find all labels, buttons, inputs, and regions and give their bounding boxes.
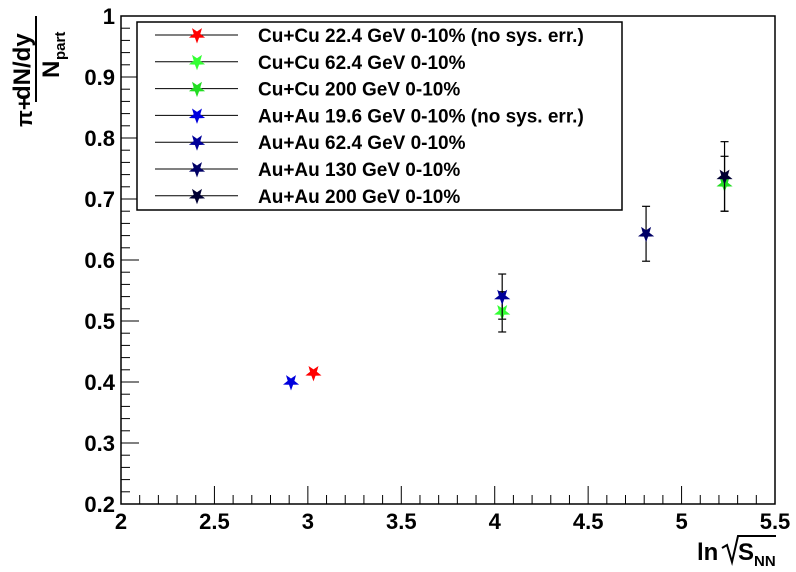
legend-label: Au+Au 62.4 GeV 0-10% xyxy=(258,133,466,154)
legend-label: Cu+Cu 22.4 GeV 0-10% (no sys. err.) xyxy=(258,26,584,47)
y-tick-label: 0.6 xyxy=(84,248,115,273)
y-tick-label: 0.2 xyxy=(84,492,115,517)
y-tick-label: 0.8 xyxy=(84,126,115,151)
x-tick-label: 5.5 xyxy=(760,509,791,534)
y-tick-label: 0.5 xyxy=(84,309,115,334)
legend: Cu+Cu 22.4 GeV 0-10% (no sys. err.) Cu+Cu… xyxy=(136,21,623,211)
y-axis-title-den-sub: part xyxy=(52,32,69,60)
x-tick-label: 3 xyxy=(302,509,314,534)
x-tick-label: 5 xyxy=(675,509,687,534)
legend-marker xyxy=(188,108,206,124)
y-tick-label: 0.9 xyxy=(84,65,115,90)
y-tick-label: 0.3 xyxy=(84,431,115,456)
legend-label: Au+Au 200 GeV 0-10% xyxy=(258,187,460,208)
y-axis-title-num: dN/dy xyxy=(9,33,36,100)
data-point xyxy=(638,226,655,243)
x-axis-title-s: S xyxy=(738,539,754,566)
y-axis-title-den: N xyxy=(38,61,65,78)
legend-marker xyxy=(188,135,206,151)
sqrt-symbol xyxy=(721,535,776,566)
x-tick-label: 2.5 xyxy=(199,509,230,534)
legend-box xyxy=(136,21,623,211)
data-point xyxy=(305,366,322,382)
legend-label: Au+Au 19.6 GeV 0-10% (no sys. err.) xyxy=(258,106,584,127)
data-point xyxy=(494,289,511,306)
y-axis-title-prefix: π+ xyxy=(12,97,37,127)
legend-marker xyxy=(188,28,206,44)
y-tick-label: 0.4 xyxy=(84,370,115,395)
x-tick-label: 3.5 xyxy=(386,509,417,534)
legend-label: Au+Au 130 GeV 0-10% xyxy=(258,160,460,181)
data-point xyxy=(716,169,733,185)
x-axis-title-ln: ln xyxy=(697,539,718,566)
legend-marker xyxy=(188,81,206,98)
x-tick-label: 4 xyxy=(489,509,502,534)
x-axis-title-sub: NN xyxy=(754,553,776,570)
legend-marker xyxy=(188,162,206,178)
x-tick-label: 4.5 xyxy=(573,509,604,534)
y-axis-title: π+ dN/dy N part xyxy=(9,16,69,127)
legend-label: Cu+Cu 200 GeV 0-10% xyxy=(258,80,460,101)
legend-label: Cu+Cu 62.4 GeV 0-10% xyxy=(258,53,466,74)
y-tick-label: 0.7 xyxy=(84,187,115,212)
legend-marker xyxy=(188,188,206,205)
x-tick-label: 2 xyxy=(115,509,127,534)
y-tick-label: 1 xyxy=(103,4,115,29)
legend-marker xyxy=(188,54,206,71)
data-point xyxy=(283,375,300,391)
